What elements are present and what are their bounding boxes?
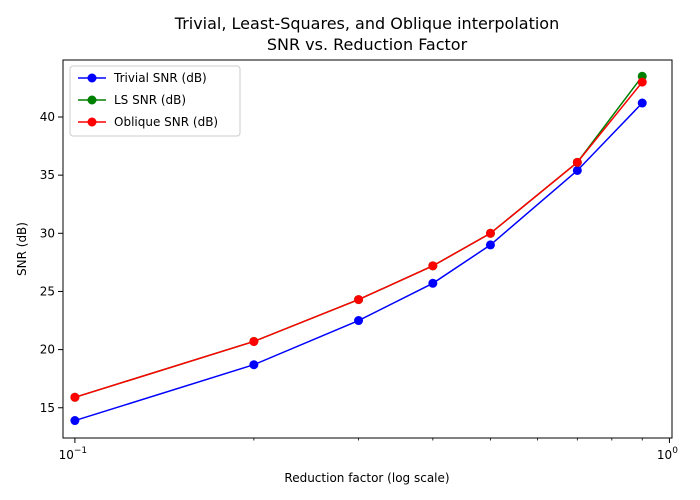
plot-area: [70, 71, 647, 426]
data-point: [572, 157, 582, 167]
data-point: [70, 416, 80, 426]
data-point: [249, 336, 259, 346]
data-point: [428, 278, 438, 288]
series-2: [70, 77, 647, 402]
legend-label: Trivial SNR (dB): [113, 71, 207, 85]
y-axis: 15 20 25 30 35 40: [40, 110, 63, 415]
chart-title: Trivial, Least-Squares, and Oblique inte…: [174, 14, 559, 54]
data-point: [637, 77, 647, 87]
x-tick-label: 10−1: [59, 446, 88, 462]
y-tick-label: 40: [40, 110, 55, 124]
legend-box: [69, 65, 241, 137]
legend-marker: [87, 73, 97, 83]
x-axis: 10−1 100: [59, 438, 678, 462]
series-0: [70, 98, 647, 426]
data-point: [637, 98, 647, 108]
legend-item-2: Oblique SNR (dB): [78, 115, 218, 129]
data-point: [354, 316, 364, 326]
y-tick-label: 35: [40, 168, 55, 182]
plot-frame: [62, 59, 673, 439]
legend-item-1: LS SNR (dB): [78, 93, 186, 107]
chart-title-line1: Trivial, Least-Squares, and Oblique inte…: [174, 14, 559, 33]
legend-label: LS SNR (dB): [114, 93, 186, 107]
legend-label: Oblique SNR (dB): [114, 115, 218, 129]
data-point: [572, 165, 582, 175]
data-point: [485, 228, 495, 238]
data-point: [354, 295, 364, 305]
y-tick-label: 30: [40, 226, 55, 240]
series-line: [74, 102, 643, 422]
data-point: [485, 240, 495, 250]
legend-marker: [87, 117, 97, 127]
x-tick-label: 100: [657, 446, 678, 462]
x-axis-label: Reduction factor (log scale): [284, 471, 449, 485]
y-axis-label: SNR (dB): [15, 222, 29, 276]
legend-item-0: Trivial SNR (dB): [78, 71, 207, 85]
legend: Trivial SNR (dB) LS SNR (dB) Oblique SNR (…: [69, 65, 241, 137]
chart-title-line2: SNR vs. Reduction Factor: [267, 35, 468, 54]
data-point: [70, 392, 80, 402]
data-point: [428, 261, 438, 271]
y-tick-label: 20: [40, 343, 55, 357]
y-tick-label: 25: [40, 284, 55, 298]
data-point: [249, 360, 259, 370]
legend-marker: [87, 95, 97, 105]
y-tick-label: 15: [40, 401, 55, 415]
